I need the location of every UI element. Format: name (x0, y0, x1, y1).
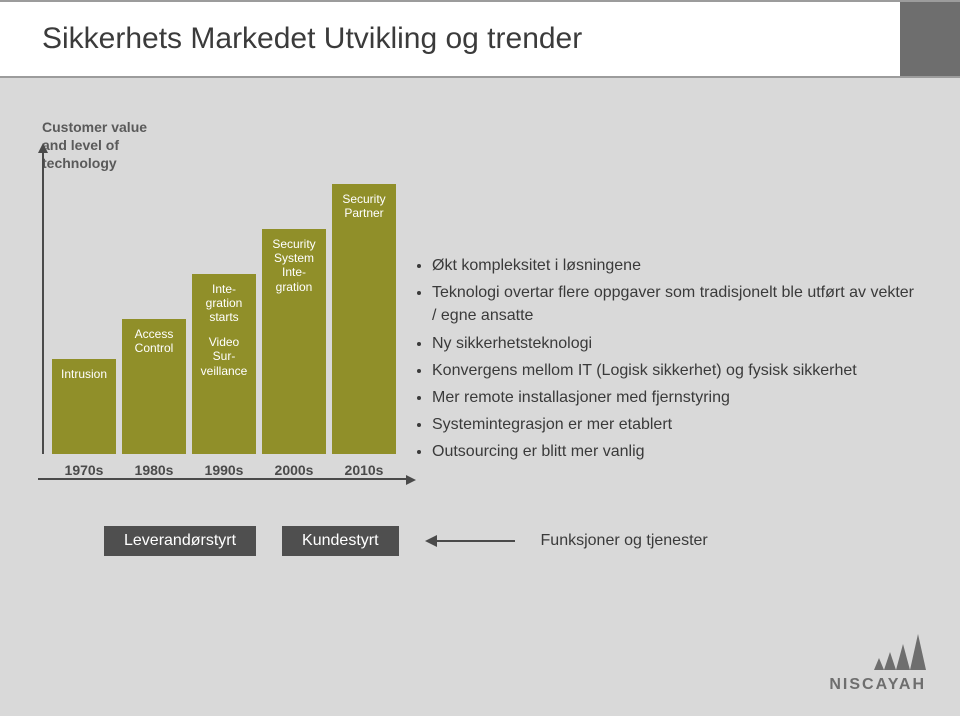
content-area: Customer value and level of technology I… (0, 78, 960, 716)
header-band: Sikkerhets Markedet Utvikling og trender (0, 0, 960, 78)
page-title: Sikkerhets Markedet Utvikling og trender (42, 22, 582, 56)
bar-label: Video Sur-veillance (196, 335, 252, 378)
pill-kundestyrt: Kundestyrt (282, 526, 398, 556)
bullet-item: Ny sikkerhetsteknologi (432, 332, 918, 355)
arrow-head (425, 535, 437, 547)
main-row: Intrusion Access Control Inte-gration star… (42, 179, 918, 478)
y-axis-label: Customer value and level of technology (42, 118, 918, 173)
bullet-list: Økt kompleksitet i løsningene Teknologi o… (414, 254, 918, 478)
bar-column: Security System Inte-gration (262, 229, 326, 454)
bar-label: Inte-gration starts (196, 282, 252, 325)
logo-mark-icon (874, 634, 926, 670)
x-axis (38, 478, 408, 480)
x-axis-arrow-icon (406, 475, 416, 485)
bar: Security System Inte-gration (262, 229, 326, 454)
logo-text: NISCAYAH (829, 676, 926, 694)
pill-row: Leverandørstyrt Kundestyrt Funksjoner og… (42, 526, 918, 556)
bullet-item: Mer remote installasjoner med fjernstyri… (432, 386, 918, 409)
bar-label: Security System Inte-gration (266, 237, 322, 295)
bar-column: Access Control (122, 319, 186, 454)
bullet-item: Systemintegrasjon er mer etablert (432, 413, 918, 436)
xticks: 1970s 1980s 1990s 2000s 2010s (42, 462, 396, 478)
bar-column: Security Partner (332, 184, 396, 454)
xtick-label: 1990s (192, 462, 256, 478)
bar-chart: Intrusion Access Control Inte-gration star… (42, 179, 396, 478)
ylabel-line: and level of (42, 136, 918, 154)
y-axis (42, 149, 44, 454)
bar: Intrusion (52, 359, 116, 454)
bullet-item: Økt kompleksitet i løsningene (432, 254, 918, 277)
header-left: Sikkerhets Markedet Utvikling og trender (0, 0, 900, 78)
pill-leverandorstyrt: Leverandørstyrt (104, 526, 256, 556)
bar: Inte-gration starts Video Sur-veillance (192, 274, 256, 454)
arrow-left-icon (425, 534, 515, 548)
bar-column: Inte-gration starts Video Sur-veillance (192, 274, 256, 454)
xtick-label: 2000s (262, 462, 326, 478)
ylabel-line: Customer value (42, 118, 918, 136)
bullet-item: Teknologi overtar flere oppgaver som tra… (432, 281, 918, 327)
bar-column: Intrusion (52, 359, 116, 454)
header-right-block (900, 0, 960, 78)
bullet-item: Konvergens mellom IT (Logisk sikkerhet) … (432, 359, 918, 382)
brand-logo: NISCAYAH (829, 634, 926, 694)
bullet-item: Outsourcing er blitt mer vanlig (432, 440, 918, 463)
bullet-ul: Økt kompleksitet i løsningene Teknologi o… (414, 254, 918, 464)
bar-label: Intrusion (61, 367, 107, 381)
logo-shape (874, 634, 926, 670)
xtick-label: 2010s (332, 462, 396, 478)
bar-label: Access Control (126, 327, 182, 356)
functions-label: Funksjoner og tjenester (541, 532, 708, 550)
bars-container: Intrusion Access Control Inte-gration star… (42, 179, 396, 454)
bar: Access Control (122, 319, 186, 454)
bar: Security Partner (332, 184, 396, 454)
ylabel-line: technology (42, 154, 918, 172)
y-axis-arrow-icon (38, 143, 48, 153)
xtick-label: 1980s (122, 462, 186, 478)
xtick-label: 1970s (52, 462, 116, 478)
bar-label: Security Partner (336, 192, 392, 221)
